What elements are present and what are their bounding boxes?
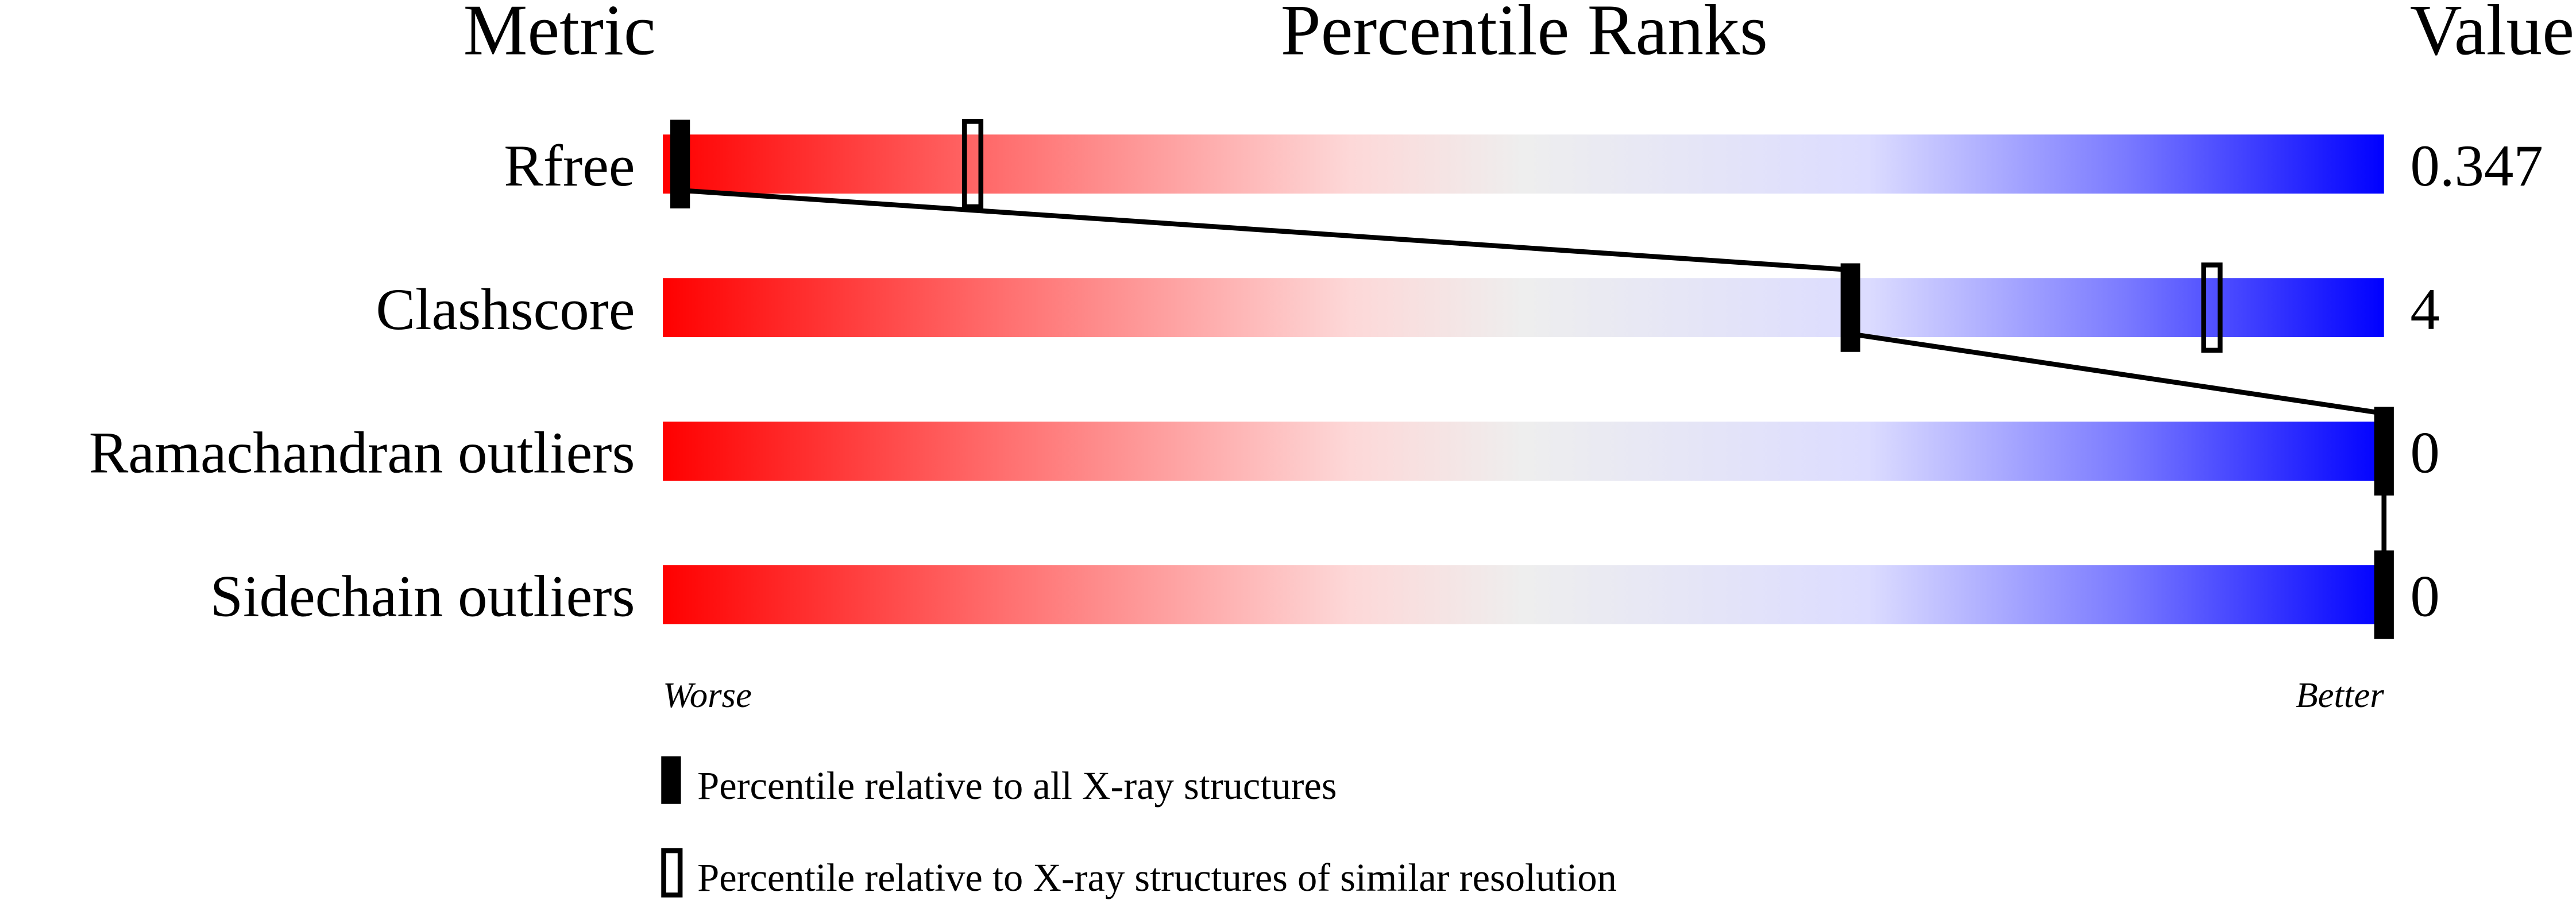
header-percentile-ranks: Percentile Ranks	[1281, 0, 1768, 70]
header-value: Value	[2410, 0, 2574, 70]
metric-value: 4	[2410, 277, 2439, 342]
percentile-bar	[663, 422, 2384, 481]
metric-label: Rfree	[504, 133, 635, 199]
legend-label-all: Percentile relative to all X-ray structu…	[697, 764, 1337, 808]
axis-label-worse: Worse	[663, 675, 752, 715]
legend-open-marker	[661, 848, 683, 898]
metric-label: Ramachandran outliers	[89, 420, 635, 486]
all-structures-marker	[1840, 263, 1860, 352]
metric-label: Sidechain outliers	[210, 564, 635, 629]
all-structures-marker	[2374, 550, 2394, 639]
metric-value: 0.347	[2410, 133, 2543, 199]
metric-label: Clashscore	[376, 277, 635, 342]
percentile-bar	[663, 278, 2384, 338]
header-metric: Metric	[464, 0, 656, 70]
all-structures-marker	[670, 119, 690, 208]
percentile-bar	[663, 134, 2384, 194]
similar-resolution-marker	[961, 119, 984, 210]
axis-label-better: Better	[2296, 675, 2384, 715]
metric-value: 0	[2410, 564, 2439, 629]
similar-resolution-marker	[2201, 262, 2223, 353]
percentile-connector-line	[679, 188, 2387, 557]
percentile-bar	[663, 565, 2384, 624]
all-structures-marker	[2374, 407, 2394, 496]
legend-filled-marker	[661, 756, 681, 804]
legend-label-similar: Percentile relative to X-ray structures …	[697, 856, 1617, 899]
metric-value: 0	[2410, 420, 2439, 486]
